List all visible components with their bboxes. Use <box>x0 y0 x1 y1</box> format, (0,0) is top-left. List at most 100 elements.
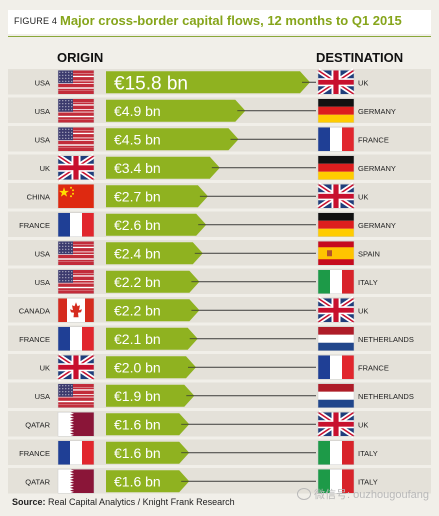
origin-flag-icon <box>57 269 95 294</box>
destination-label: GERMANY <box>358 164 396 173</box>
flow-value-label: €4.9 bn <box>114 103 161 119</box>
flow-arrow <box>106 470 190 493</box>
origin-flag-icon <box>56 353 96 382</box>
flow-value-label: €1.6 bn <box>114 445 161 461</box>
header-divider <box>8 36 431 37</box>
flow-value-label: €1.6 bn <box>114 473 161 489</box>
destination-label: NETHERLANDS <box>358 392 414 401</box>
flow-arrow <box>106 384 195 407</box>
destination-flag-icon <box>317 355 355 380</box>
flow-arrow <box>106 156 220 179</box>
source-label: Source: <box>12 497 46 507</box>
destination-label: ITALY <box>358 449 378 458</box>
origin-label: FRANCE <box>19 335 50 344</box>
destination-label: FRANCE <box>358 135 389 144</box>
destination-flag-icon <box>317 326 355 351</box>
destination-flag-icon <box>317 241 355 266</box>
origin-label: USA <box>35 107 50 116</box>
destination-label: GERMANY <box>358 107 396 116</box>
origin-label: CANADA <box>19 306 50 315</box>
flow-arrow <box>106 242 203 265</box>
destination-label: ITALY <box>358 477 378 486</box>
origin-label: USA <box>35 135 50 144</box>
destination-flag-icon <box>316 296 356 325</box>
flow-value-label: €4.5 bn <box>114 131 161 147</box>
flow-value-label: €1.6 bn <box>114 416 161 432</box>
origin-label: USA <box>35 392 50 401</box>
flow-value-label: €15.8 bn <box>114 73 188 94</box>
flow-value-label: €2.6 bn <box>114 217 161 233</box>
flow-value-label: €1.9 bn <box>114 388 161 404</box>
destination-label: FRANCE <box>358 363 389 372</box>
destination-flag-icon <box>316 68 356 97</box>
source-text: Real Capital Analytics / Knight Frank Re… <box>48 497 235 507</box>
flow-arrow <box>106 270 200 293</box>
flow-arrow <box>106 99 246 122</box>
destination-flag-icon <box>317 98 355 123</box>
flow-arrow <box>106 327 198 350</box>
destination-label: SPAIN <box>358 249 380 258</box>
origin-flag-icon <box>57 412 95 437</box>
flow-arrow <box>106 413 190 436</box>
flow-arrow <box>106 128 239 151</box>
destination-flag-icon <box>317 440 355 465</box>
destination-label: UK <box>358 78 368 87</box>
destination-label: GERMANY <box>358 221 396 230</box>
flow-arrow <box>106 213 207 236</box>
destination-flag-icon <box>316 410 356 439</box>
flow-value-label: €2.1 bn <box>114 331 161 347</box>
flow-value-label: €2.2 bn <box>114 274 161 290</box>
wechat-icon <box>297 488 312 501</box>
flow-value-label: €2.4 bn <box>114 245 161 261</box>
destination-flag-icon <box>317 469 355 494</box>
origin-label: CHINA <box>27 192 50 201</box>
origin-flag-icon <box>57 469 95 494</box>
origin-label: QATAR <box>25 477 50 486</box>
flow-arrow <box>106 441 190 464</box>
destination-flag-icon <box>317 269 355 294</box>
origin-label: UK <box>40 363 50 372</box>
flow-value-label: €2.7 bn <box>114 188 161 204</box>
origin-label: FRANCE <box>19 221 50 230</box>
watermark-text: 微信号: ouzhougoufang <box>314 489 429 501</box>
origin-flag-icon <box>57 127 95 152</box>
origin-flag-icon <box>57 70 95 95</box>
watermark: 微信号: ouzhougoufang <box>297 486 429 502</box>
origin-flag-icon <box>57 241 95 266</box>
origin-label: QATAR <box>25 420 50 429</box>
origin-label: FRANCE <box>19 449 50 458</box>
destination-label: NETHERLANDS <box>358 335 414 344</box>
destination-label: UK <box>358 192 368 201</box>
origin-label: UK <box>40 164 50 173</box>
chart-title: Major cross-border capital flows, 12 mon… <box>60 13 402 28</box>
flow-arrow <box>106 185 208 208</box>
origin-label: USA <box>35 249 50 258</box>
flow-arrow <box>106 71 310 94</box>
origin-flag-icon <box>57 298 95 323</box>
destination-flag-icon <box>317 155 355 180</box>
origin-flag-icon <box>57 212 95 237</box>
flow-value-label: €3.4 bn <box>114 160 161 176</box>
destination-flag-icon <box>317 212 355 237</box>
destination-flag-icon <box>317 383 355 408</box>
origin-label: USA <box>35 278 50 287</box>
header-bar <box>8 10 431 34</box>
origin-flag-icon <box>57 440 95 465</box>
flow-row: QATAR €1.6 bn ITALY <box>8 468 431 494</box>
flow-value-label: €2.0 bn <box>114 359 161 375</box>
origin-label: USA <box>35 78 50 87</box>
destination-label: UK <box>358 420 368 429</box>
figure-label: FIGURE 4 <box>14 16 58 26</box>
destination-label: ITALY <box>358 278 378 287</box>
origin-flag-icon <box>57 326 95 351</box>
origin-flag-icon <box>56 153 96 182</box>
origin-header: ORIGIN <box>57 50 104 65</box>
source-note: Source: Real Capital Analytics / Knight … <box>12 497 235 507</box>
flow-arrow <box>106 356 196 379</box>
flow-value-label: €2.2 bn <box>114 302 161 318</box>
origin-flag-icon <box>57 184 95 209</box>
destination-flag-icon <box>317 127 355 152</box>
origin-flag-icon <box>57 383 95 408</box>
